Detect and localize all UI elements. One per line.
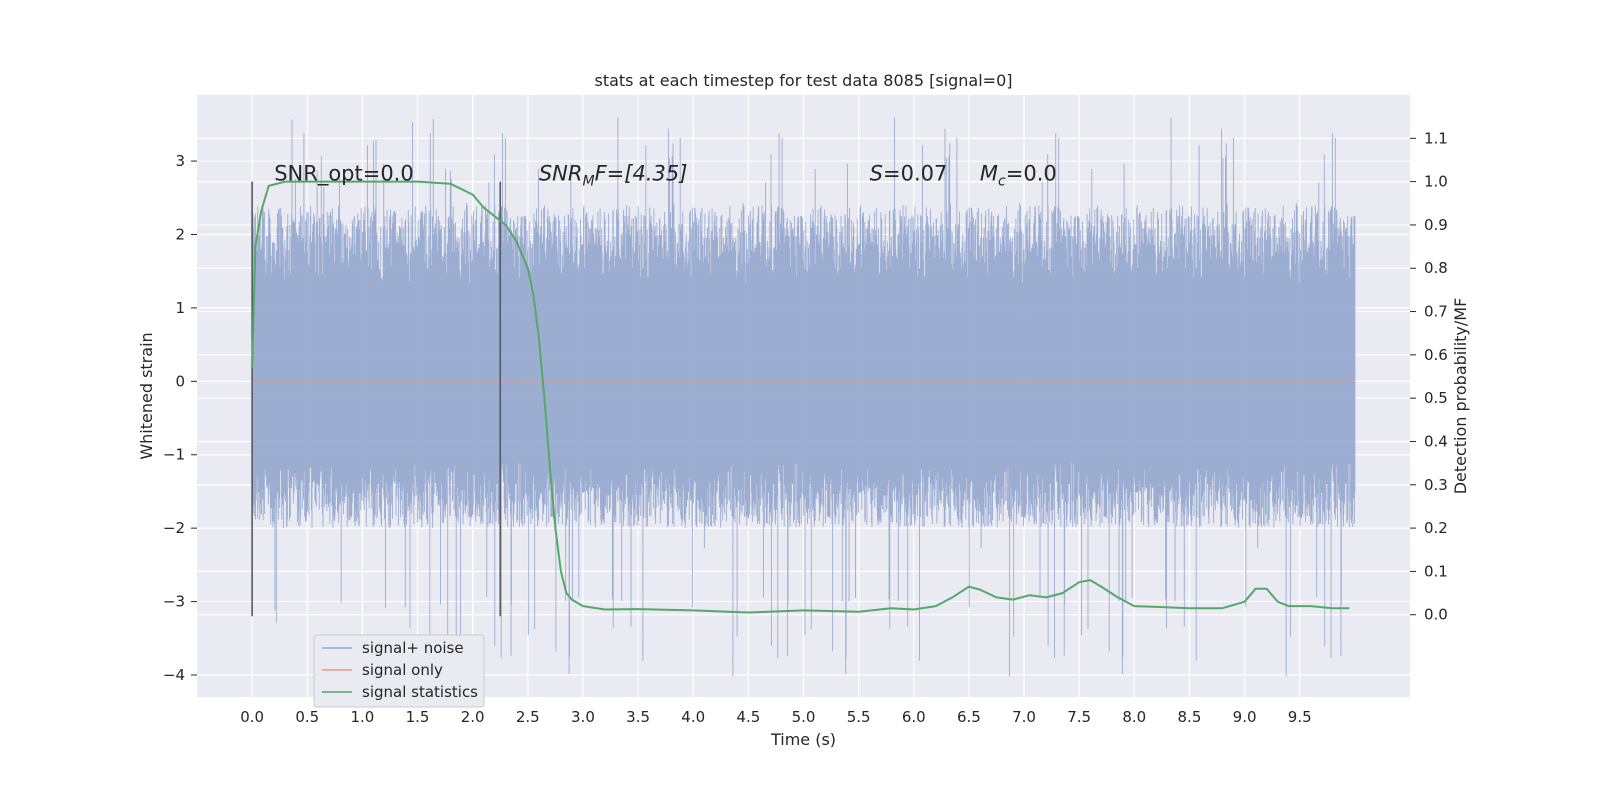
- annotation-snr-mf-value: F=[4.35]: [595, 162, 688, 186]
- legend-label-signal-only: signal only: [362, 661, 443, 679]
- y-left-tick-label: 3: [175, 152, 185, 170]
- x-tick-label: 4.0: [681, 708, 705, 726]
- vertical-markers: [251, 181, 502, 617]
- y-right-tick-label: 0.9: [1424, 216, 1448, 234]
- legend-box: [313, 634, 485, 708]
- x-tick-label: 8.0: [1122, 708, 1146, 726]
- y-right-tick-label: 0.7: [1424, 303, 1448, 321]
- y-axis-right-title: Detection probability/MF: [1451, 298, 1470, 495]
- y-left-tick-label: −4: [163, 666, 185, 684]
- x-tick-label: 7.0: [1012, 708, 1036, 726]
- y-left-tick-label: 1: [175, 299, 185, 317]
- y-right-tick-label: 0.8: [1424, 259, 1448, 277]
- x-tick-label: 3.5: [626, 708, 650, 726]
- y-right-tick-label: 0.4: [1424, 432, 1448, 450]
- x-tick-label: 6.0: [902, 708, 926, 726]
- x-tick-label: 9.0: [1233, 708, 1257, 726]
- y-left-tick-label: 2: [175, 225, 185, 243]
- y-right-tick-label: 0.6: [1424, 346, 1448, 364]
- y-left-tick-label: 0: [175, 372, 185, 390]
- legend-label-signal-statistics: signal statistics: [362, 683, 478, 701]
- y-right-tick-label: 0.2: [1424, 519, 1448, 537]
- x-tick-label: 9.5: [1288, 708, 1312, 726]
- y-left-tick-label: −3: [163, 593, 185, 611]
- annotation-mc-subscript: c: [998, 174, 1006, 190]
- signal-statistics-line: [251, 180, 1350, 614]
- annotation-mc-value: =0.0: [1006, 162, 1057, 186]
- chart-title: stats at each timestep for test data 808…: [594, 71, 1012, 90]
- x-tick-label: 1.5: [406, 708, 430, 726]
- annotation-s: S=0.07: [870, 162, 948, 186]
- y-right-tick-label: 0.5: [1424, 389, 1448, 407]
- x-tick-label: 2.0: [461, 708, 485, 726]
- y-axis-left-title: Whitened strain: [137, 332, 156, 459]
- y-left-tick-label: −1: [163, 446, 185, 464]
- y-right-tick-label: 0.0: [1424, 606, 1448, 624]
- x-tick-label: 3.0: [571, 708, 595, 726]
- annotation-mc-symbol: M: [980, 162, 998, 186]
- annotation-snr-mf: SNRMF=[4.35]: [539, 162, 688, 190]
- tick-labels: 0.0 0.5 1.0 1.5 2.0 2.5 3.0 3.5 4.0 4.5 5.0 5.5 6.0 6…: [163, 129, 1448, 726]
- annotation-s-symbol: S: [870, 162, 883, 186]
- y-right-tick-label: 0.1: [1424, 562, 1448, 580]
- x-tick-label: 2.5: [516, 708, 540, 726]
- annotation-s-value: =0.07: [883, 162, 947, 186]
- y-right-tick-label: 1.0: [1424, 173, 1448, 191]
- y-right-tick-label: 0.3: [1424, 476, 1448, 494]
- x-axis-title: Time (s): [770, 730, 836, 749]
- x-tick-label: 6.5: [957, 708, 981, 726]
- x-tick-label: 1.0: [350, 708, 374, 726]
- legend: signal+ noise signal only signal statist…: [313, 634, 485, 708]
- x-tick-label: 5.5: [847, 708, 871, 726]
- x-tick-label: 0.0: [240, 708, 264, 726]
- legend-label-signal-noise: signal+ noise: [362, 639, 464, 657]
- annotation-snr-opt: SNR_opt=0.0: [274, 162, 414, 187]
- x-tick-label: 8.5: [1178, 708, 1202, 726]
- signal-statistics-series: [251, 180, 1350, 614]
- annotation-mc: Mc=0.0: [980, 162, 1057, 190]
- y-left-tick-label: −2: [163, 519, 185, 537]
- x-tick-label: 7.5: [1067, 708, 1091, 726]
- x-tick-label: 4.5: [736, 708, 760, 726]
- y-right-tick-label: 1.1: [1424, 129, 1448, 147]
- x-tick-label: 5.0: [792, 708, 816, 726]
- annotation-snr-mf-subscript: M: [582, 174, 594, 190]
- x-tick-label: 0.5: [295, 708, 319, 726]
- annotation-snr-mf-main: SNR: [539, 162, 583, 186]
